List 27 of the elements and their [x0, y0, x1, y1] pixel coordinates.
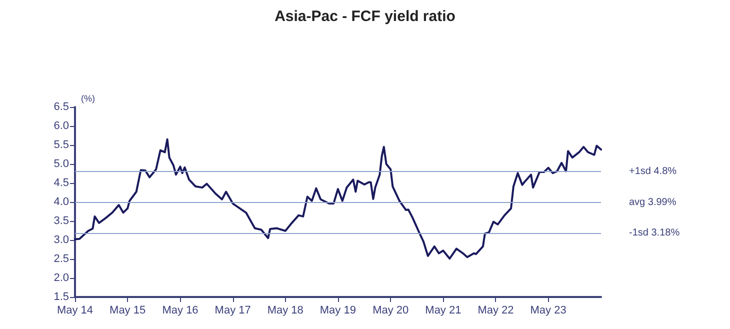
ref-line-label: -1sd 3.18% — [629, 228, 680, 239]
y-tick-label: 5.0 — [54, 158, 69, 170]
chart-title: Asia-Pac - FCF yield ratio — [274, 8, 456, 25]
ref-line-label: avg 3.99% — [629, 196, 676, 208]
x-tick-label: May 22 — [478, 304, 514, 316]
y-tick-label: 6.0 — [54, 120, 69, 132]
x-tick-label: May 20 — [372, 304, 409, 316]
y-tick-label: 6.5 — [54, 101, 69, 113]
x-tick-label: May 19 — [320, 304, 356, 316]
x-tick-label: May 14 — [56, 304, 94, 316]
y-tick-label: 3.5 — [54, 215, 69, 227]
y-tick-label: 2.0 — [54, 272, 69, 284]
y-tick-label: 3.0 — [54, 234, 69, 246]
x-tick-label: May 23 — [530, 304, 566, 316]
x-tick-label: May 18 — [267, 304, 304, 316]
line-series — [74, 138, 602, 260]
y-axis-title: (%) — [81, 94, 95, 104]
y-tick-label: 1.5 — [54, 291, 69, 303]
x-tick-label: May 17 — [214, 304, 251, 316]
x-tick-label: May 21 — [425, 304, 462, 316]
y-tick-label: 5.5 — [54, 139, 69, 151]
y-tick-label: 4.5 — [54, 177, 69, 189]
ref-line-label: +1sd 4.8% — [629, 166, 677, 178]
y-tick-label: 2.5 — [54, 253, 69, 265]
x-tick-label: May 15 — [110, 304, 146, 316]
y-tick-label: 4.0 — [54, 196, 69, 208]
x-tick-label: May 16 — [162, 304, 198, 316]
